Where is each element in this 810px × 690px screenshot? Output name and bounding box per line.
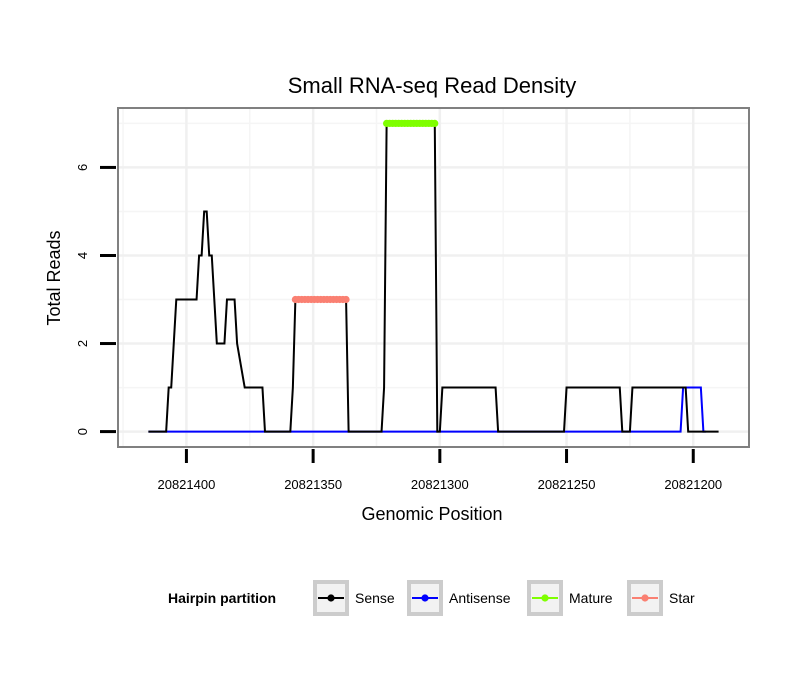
legend-entries: Sense Antisense Mature Star xyxy=(313,580,695,616)
y-axis-label: Total Reads xyxy=(44,230,64,325)
plot-border xyxy=(117,107,750,448)
x-tick-label: 20821200 xyxy=(664,477,722,492)
y-tick-label: 0 xyxy=(75,428,90,435)
series-point-mature xyxy=(431,119,439,128)
legend-title: Hairpin partition xyxy=(168,590,276,606)
x-tick-label: 20821350 xyxy=(284,477,342,492)
x-tick-label: 20821250 xyxy=(538,477,596,492)
plot-area xyxy=(117,107,750,448)
series-layer xyxy=(148,119,719,433)
legend-key-dot-antisense xyxy=(421,594,429,602)
legend-label-mature: Mature xyxy=(569,590,613,606)
x-tick-label: 20821300 xyxy=(411,477,469,492)
legend-item-sense: Sense xyxy=(313,580,395,616)
series-line-sense xyxy=(148,122,719,433)
x-tick-label: 20821400 xyxy=(157,477,215,492)
legend: Hairpin partition Sense Antisense Mature St… xyxy=(168,580,695,616)
legend-item-mature: Mature xyxy=(527,580,613,616)
y-axis: 0 2 4 6 xyxy=(75,164,116,435)
x-axis-label: Genomic Position xyxy=(361,504,502,524)
y-tick-label: 6 xyxy=(75,164,90,171)
y-tick-label: 4 xyxy=(75,252,90,259)
legend-label-sense: Sense xyxy=(355,590,395,606)
legend-label-antisense: Antisense xyxy=(449,590,511,606)
chart-title: Small RNA-seq Read Density xyxy=(288,73,577,98)
legend-item-antisense: Antisense xyxy=(407,580,511,616)
legend-label-star: Star xyxy=(669,590,695,606)
legend-key-dot-mature xyxy=(541,594,549,602)
legend-item-star: Star xyxy=(627,580,695,616)
series-point-star xyxy=(342,295,350,304)
plot-panel xyxy=(118,108,749,447)
legend-key-dot-sense xyxy=(327,594,335,602)
y-tick-label: 2 xyxy=(75,340,90,347)
x-axis: 20821400 20821350 20821300 20821250 20821200 xyxy=(157,449,722,492)
legend-key-dot-star xyxy=(641,594,649,602)
